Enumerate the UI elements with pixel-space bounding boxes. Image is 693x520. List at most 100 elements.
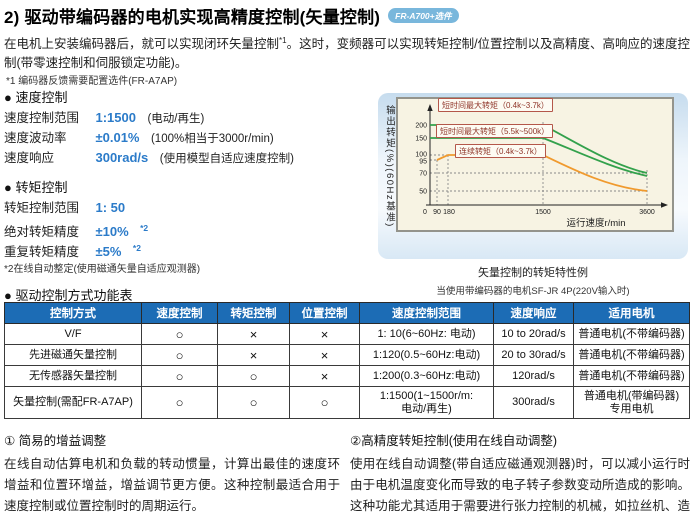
svg-text:90: 90 bbox=[433, 209, 441, 216]
table-row-vector-control: 矢量控制(需配FR-A7AP) ○ ○ ○ 1:1500(1~1500r/m: … bbox=[4, 386, 690, 419]
svg-text:1500: 1500 bbox=[535, 209, 551, 216]
col-header-position-control: 位置控制 bbox=[289, 302, 360, 324]
col-header-applicable-motor: 适用电机 bbox=[573, 302, 690, 324]
cell-position: × bbox=[289, 344, 360, 366]
spec-note: (使用模型自适应速度控制) bbox=[159, 153, 294, 165]
spec-speed-response: 速度响应 300rad/s (使用模型自适应速度控制) bbox=[4, 148, 376, 168]
cell-speed: ○ bbox=[141, 365, 218, 387]
chart-x-axis-label: 运行速度r/min bbox=[566, 217, 625, 229]
spec-list: ● 速度控制 速度控制范围 1:1500 (电动/再生) 速度波动率 ±0.01… bbox=[4, 88, 376, 275]
torque-characteristics-panel: 输出转矩(%)(60Hz基准) 200 bbox=[378, 93, 688, 259]
table-row-sensorless-vector: 无传感器矢量控制 ○ ○ × 1:200(0.3~60Hz:电动) 120rad… bbox=[4, 365, 690, 387]
speed-control-heading: ● 速度控制 bbox=[4, 90, 68, 105]
cell-torque: × bbox=[217, 344, 290, 366]
cell-response: 300rad/s bbox=[493, 386, 574, 419]
cell-mode: 矢量控制(需配FR-A7AP) bbox=[4, 386, 142, 419]
cell-response: 10 to 20rad/s bbox=[493, 323, 574, 345]
spec-footnote-marker: *2 bbox=[140, 223, 149, 233]
col-header-control-mode: 控制方式 bbox=[4, 302, 142, 324]
intro-text-post: 。这时，变频器可以实现转矩控制/位置控制以及高精度、高响应的速度控制(带零速控制… bbox=[4, 37, 691, 71]
cell-motor: 普通电机(不带编码器) bbox=[573, 323, 690, 345]
spec-note: (电动/再生) bbox=[147, 113, 205, 125]
spec-label: 绝对转矩精度 bbox=[4, 225, 80, 240]
footnote-1: *1 编码器反馈需要配置选件(FR-A7AP) bbox=[6, 76, 178, 87]
cell-position: ○ bbox=[289, 386, 360, 419]
svg-text:70: 70 bbox=[419, 171, 427, 178]
cell-speed: ○ bbox=[141, 323, 218, 345]
cell-torque: ○ bbox=[217, 386, 290, 419]
model-badge: FR-A700+选件 bbox=[388, 8, 459, 23]
svg-text:150: 150 bbox=[415, 136, 427, 143]
svg-text:50: 50 bbox=[419, 189, 427, 196]
col-header-speed-response: 速度响应 bbox=[493, 302, 574, 324]
spec-value: ±5% bbox=[95, 244, 122, 260]
note-torque-control: ②高精度转矩控制(使用在线自动调整) 使用在线自动调整(带自适应磁通观测器)时，… bbox=[350, 430, 690, 520]
note-body: 在线自动估算电机和负载的转动惯量，计算出最佳的速度环增益和位置环增益，增益调节更… bbox=[4, 457, 340, 513]
y-axis-arrow bbox=[427, 104, 433, 111]
cell-range: 1:1500(1~1500r/m: 电动/再生) bbox=[359, 386, 494, 419]
svg-text:3600: 3600 bbox=[639, 209, 655, 216]
cell-response: 120rad/s bbox=[493, 365, 574, 387]
cell-mode: 先进磁通矢量控制 bbox=[4, 344, 142, 366]
cell-speed: ○ bbox=[141, 386, 218, 419]
chart-caption: 矢量控制的转矩特性例 当使用带编码器的电机SF-JR 4P(220V输入时) bbox=[378, 264, 688, 297]
cell-torque: × bbox=[217, 323, 290, 345]
torque-chart: 200 150 100 95 70 50 0 90 180 1500 3600 … bbox=[396, 97, 674, 232]
col-header-speed-range: 速度控制范围 bbox=[359, 302, 494, 324]
cell-mode: 无传感器矢量控制 bbox=[4, 365, 142, 387]
spec-speed-fluctuation: 速度波动率 ±0.01% (100%相当于3000r/min) bbox=[4, 128, 376, 148]
spec-note: (100%相当于3000r/min) bbox=[150, 133, 274, 145]
svg-text:100: 100 bbox=[415, 152, 427, 159]
cell-speed: ○ bbox=[141, 344, 218, 366]
footnote-2: *2在线自动整定(使用磁通矢量自适应观测器) bbox=[4, 264, 201, 275]
spec-footnote-marker: *2 bbox=[132, 243, 141, 253]
spec-label: 转矩控制范围 bbox=[4, 201, 80, 215]
spec-torque-accuracy: 绝对转矩精度 ±10% *2 bbox=[4, 218, 376, 239]
legend-max-torque-small: 短时间最大转矩（0.4k~3.7k） bbox=[438, 98, 553, 112]
table-row-advanced-flux: 先进磁通矢量控制 ○ × × 1:120(0.5~60Hz:电动) 20 to … bbox=[4, 344, 690, 366]
svg-text:200: 200 bbox=[415, 123, 427, 130]
series-max-torque-large bbox=[430, 137, 648, 177]
cell-response: 20 to 30rad/s bbox=[493, 344, 574, 366]
legend-continuous-torque: 连续转矩（0.4k~3.7k） bbox=[455, 144, 546, 158]
note-heading: ① 简易的增益调整 bbox=[4, 434, 107, 448]
chart-y-axis-label: 输出转矩(%)(60Hz基准) bbox=[384, 105, 395, 228]
cell-torque: ○ bbox=[217, 365, 290, 387]
x-axis-arrow bbox=[661, 202, 668, 208]
cell-range: 1: 10(6~60Hz: 电动) bbox=[359, 323, 494, 345]
function-table-heading: ● 驱动控制方式功能表 bbox=[4, 288, 133, 303]
drive-control-function-table: 控制方式 速度控制 转矩控制 位置控制 速度控制范围 速度响应 适用电机 V/F… bbox=[4, 302, 690, 419]
note-gain-adjustment: ① 简易的增益调整 在线自动估算电机和负载的转动惯量，计算出最佳的速度环增益和位… bbox=[4, 430, 340, 517]
cell-position: × bbox=[289, 323, 360, 345]
col-header-torque-control: 转矩控制 bbox=[217, 302, 290, 324]
note-heading: ②高精度转矩控制(使用在线自动调整) bbox=[350, 434, 558, 448]
svg-text:95: 95 bbox=[419, 159, 427, 166]
spec-value: 1: 50 bbox=[95, 200, 126, 215]
table-header-row: 控制方式 速度控制 转矩控制 位置控制 速度控制范围 速度响应 适用电机 bbox=[4, 302, 690, 324]
cell-position: × bbox=[289, 365, 360, 387]
spec-label: 速度响应 bbox=[4, 151, 55, 165]
cell-motor: 普通电机(带编码器) 专用电机 bbox=[573, 386, 690, 419]
cell-motor: 普通电机(不带编码器) bbox=[573, 365, 690, 387]
title-row: 2) 驱动带编码器的电机实现高精度控制(矢量控制) FR-A700+选件 bbox=[4, 3, 459, 28]
intro-footnote-marker: *1 bbox=[279, 36, 287, 45]
cell-motor: 普通电机(不带编码器) bbox=[573, 344, 690, 366]
spec-torque-repeat: 重复转矩精度 ±5% *2 bbox=[4, 238, 376, 260]
spec-value: 300rad/s bbox=[95, 150, 149, 165]
table-row-vf: V/F ○ × × 1: 10(6~60Hz: 电动) 10 to 20rad/… bbox=[4, 323, 690, 345]
spec-value: 1:1500 bbox=[95, 110, 136, 125]
x-tick-labels: 0 90 180 1500 3600 bbox=[423, 209, 655, 216]
cell-range: 1:200(0.3~60Hz:电动) bbox=[359, 365, 494, 387]
note-body: 使用在线自动调整(带自适应磁通观测器)时，可以减小运行时由于电机温度变化而导致的… bbox=[350, 457, 690, 513]
intro-paragraph: 在电机上安装编码器后，就可以实现闭环矢量控制*1。这时，变频器可以实现转矩控制/… bbox=[4, 31, 691, 73]
page-title: 2) 驱动带编码器的电机实现高精度控制(矢量控制) bbox=[4, 8, 381, 27]
chart-caption-subtitle: 当使用带编码器的电机SF-JR 4P(220V输入时) bbox=[436, 286, 630, 297]
intro-text-pre: 在电机上安装编码器后，就可以实现闭环矢量控制 bbox=[4, 37, 280, 52]
y-tick-labels: 200 150 100 95 70 50 bbox=[415, 123, 427, 196]
legend-max-torque-large: 短时间最大转矩（5.5k~500k） bbox=[436, 124, 554, 138]
spec-label: 速度波动率 bbox=[4, 131, 67, 145]
spec-label: 速度控制范围 bbox=[4, 111, 80, 125]
torque-control-heading: ● 转矩控制 bbox=[4, 180, 68, 195]
plot-frame bbox=[396, 97, 674, 232]
